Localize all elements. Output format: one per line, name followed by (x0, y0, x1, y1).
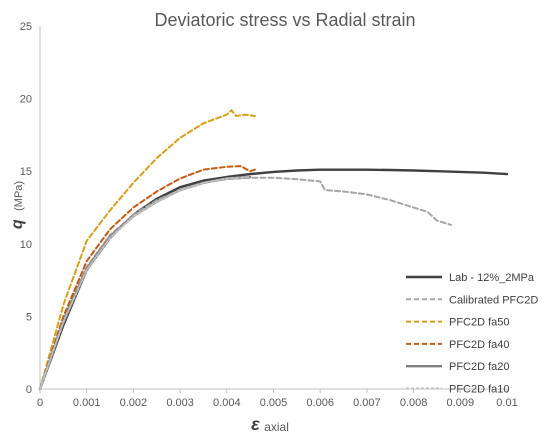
y-axis-label: q (MPa) (9, 181, 26, 229)
x-axis-subscript: axial (264, 420, 289, 434)
x-tick-label: 0.008 (400, 397, 428, 409)
x-axis-label: ε axial (251, 414, 289, 434)
legend-label: Calibrated PFC2D (449, 294, 538, 306)
y-axis-symbol: q (9, 219, 26, 229)
legend-label: PFC2D fa50 (449, 317, 510, 329)
x-tick-label: 0.009 (447, 397, 475, 409)
y-axis-unit: (MPa) (13, 181, 25, 211)
series-line-4 (39, 165, 256, 390)
legend-label: PFC2D fa10 (449, 384, 510, 396)
x-tick-label: 0.005 (260, 397, 288, 409)
y-tick-label: 20 (20, 94, 32, 106)
legend-label: Lab - 12%_2MPa (449, 272, 535, 284)
legend-label: PFC2D fa40 (449, 339, 510, 351)
series-line-6 (39, 176, 252, 390)
x-tick-label: 0.002 (120, 397, 148, 409)
series-line-2 (39, 176, 452, 390)
series-layer (38, 109, 509, 391)
x-tick-label: 0.01 (496, 397, 517, 409)
x-tick-label: 0.007 (353, 397, 381, 409)
series-line-1 (38, 168, 509, 391)
axes: 0 0.001 0.002 0.003 0.004 0.005 0.006 0.007 0.00… (20, 21, 518, 409)
x-tick-label: 0.004 (213, 397, 241, 409)
chart-title: Deviatoric stress vs Radial strain (154, 10, 415, 30)
y-tick-label: 15 (20, 166, 32, 178)
x-axis-symbol: ε (251, 414, 260, 434)
series-line-3 (39, 109, 256, 390)
legend-label: PFC2D fa20 (449, 361, 510, 373)
x-tick-label: 0.003 (166, 397, 194, 409)
x-tick-label: 0.006 (306, 397, 334, 409)
y-tick-label: 25 (20, 21, 32, 33)
legend: Lab - 12%_2MPa Calibrated PFC2D PFC2D fa50… (406, 272, 538, 396)
y-tick-label: 0 (26, 384, 32, 396)
y-tick-label: 10 (20, 239, 32, 251)
y-tick-label: 5 (26, 311, 32, 323)
x-tick-label: 0.001 (73, 397, 101, 409)
x-tick-label: 0 (37, 397, 43, 409)
